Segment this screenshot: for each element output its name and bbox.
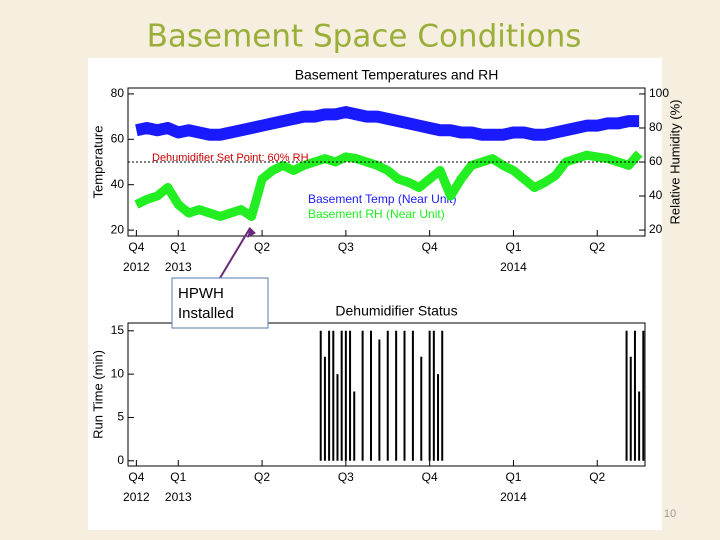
annotation-arrowhead (247, 227, 256, 238)
x-tick-label: Q2 (254, 470, 270, 484)
y2-tick-label: 60 (649, 154, 663, 168)
x-tick-year: 2012 (123, 260, 150, 274)
x-tick-label: Q4 (128, 240, 144, 254)
x-tick-label: Q4 (422, 470, 438, 484)
x-tick-label: Q1 (170, 470, 186, 484)
x-tick-label: Q2 (589, 470, 605, 484)
y-tick-label: 15 (111, 323, 125, 337)
annotation-text: HPWH Installed (178, 285, 234, 322)
x-tick-label: Q1 (505, 470, 521, 484)
legend-entry: Basement Temp (Near Unit) (308, 192, 457, 206)
series-line (135, 106, 640, 141)
plot-frame (127, 322, 646, 467)
x-tick-year: 2014 (500, 260, 527, 274)
x-tick-label: Q3 (338, 470, 354, 484)
chart-title: Dehumidifier Status (335, 303, 457, 319)
y-tick-label: 0 (117, 453, 124, 467)
y2-tick-label: 40 (649, 188, 663, 202)
x-tick-year: 2013 (165, 490, 192, 504)
x-tick-label: Q3 (338, 240, 354, 254)
y-tick-label: 40 (111, 177, 125, 191)
y2-tick-label: 100 (649, 86, 669, 100)
x-tick-label: Q4 (128, 470, 144, 484)
x-tick-label: Q4 (422, 240, 438, 254)
x-tick-label: Q2 (254, 240, 270, 254)
y-axis-label: Run Time (min) (90, 350, 105, 439)
x-tick-label: Q2 (589, 240, 605, 254)
x-tick-year: 2014 (500, 490, 527, 504)
x-tick-year: 2013 (165, 260, 192, 274)
y2-tick-label: 80 (649, 120, 663, 134)
series-line (134, 150, 643, 221)
y2-axis-label: Relative Humidity (%) (667, 100, 682, 225)
y-tick-label: 10 (111, 366, 125, 380)
chart-title: Basement Temperatures and RH (295, 67, 499, 83)
legend-entry: Basement RH (Near Unit) (308, 207, 445, 221)
annotation-arrow (219, 227, 251, 279)
setpoint-label: Dehumidifier Set Point: 60% RH (152, 152, 309, 164)
y-tick-label: 80 (111, 86, 125, 100)
x-tick-label: Q1 (170, 240, 186, 254)
plot-frame (127, 87, 646, 237)
x-tick-label: Q1 (505, 240, 521, 254)
annotation-box (171, 277, 269, 329)
slide-title: Basement Space Conditions (147, 19, 582, 55)
y-tick-label: 5 (117, 410, 124, 424)
y-tick-label: 20 (111, 222, 125, 236)
x-tick-year: 2012 (123, 490, 150, 504)
y-axis-label: Temperature (90, 126, 105, 199)
y-tick-label: 60 (111, 131, 125, 145)
page-number: 10 (664, 508, 676, 520)
y2-tick-label: 20 (649, 222, 663, 236)
